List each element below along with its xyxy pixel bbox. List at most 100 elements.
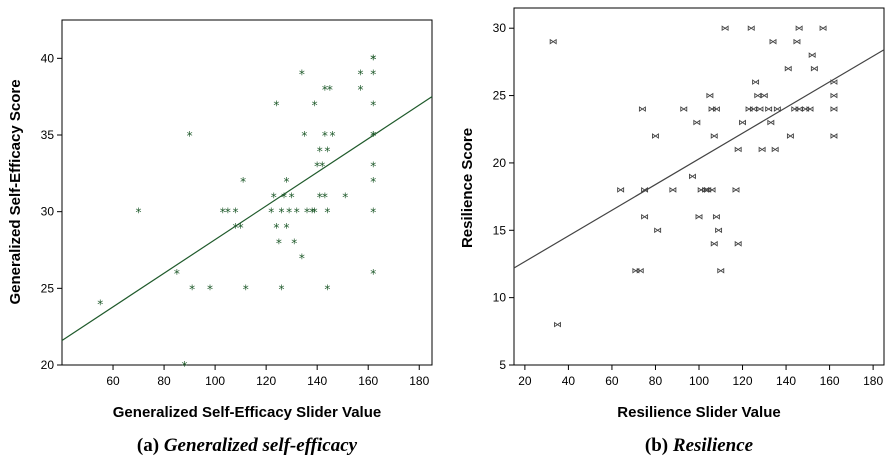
x-tick-label: 140 — [776, 374, 796, 388]
scatter-point — [734, 146, 742, 153]
scatter-point: * — [220, 206, 226, 220]
x-tick-label: 180 — [863, 374, 883, 388]
scatter-point: * — [268, 206, 274, 220]
scatter-point: * — [370, 68, 376, 82]
x-tick-label: 120 — [256, 374, 276, 388]
scatter-point — [765, 106, 773, 112]
scatter-point — [693, 119, 701, 126]
scatter-point: * — [312, 206, 318, 220]
y-tick-label: 35 — [41, 128, 55, 142]
scatter-point — [760, 92, 768, 99]
x-tick-label: 60 — [106, 374, 120, 388]
scatter-point: * — [358, 83, 364, 97]
y-axis-title-a: Generalized Self-Efficacy Score — [7, 79, 24, 304]
scatter-point: * — [370, 129, 376, 143]
scatter-point: * — [322, 83, 328, 97]
scatter-point — [669, 187, 677, 193]
scatter-point: * — [322, 129, 328, 143]
x-tick-label: 140 — [307, 374, 327, 388]
scatter-point: * — [97, 298, 103, 312]
x-tick-label: 100 — [205, 374, 225, 388]
scatter-point: * — [317, 190, 323, 204]
scatter-point — [732, 187, 740, 193]
x-tick-label: 60 — [605, 374, 619, 388]
x-tick-label: 80 — [157, 374, 171, 388]
scatter-point — [830, 133, 838, 139]
scatter-point: * — [317, 144, 323, 158]
regression-line-b — [513, 49, 885, 269]
scatter-point — [706, 92, 714, 99]
y-tick-label: 25 — [493, 89, 507, 103]
caption-b-text: Resilience — [672, 435, 754, 456]
x-tick-label: 160 — [820, 374, 840, 388]
scatter-point — [654, 227, 662, 234]
scatter-point: * — [322, 190, 328, 204]
scatter-point — [712, 106, 720, 112]
y-tick-label: 20 — [41, 358, 55, 372]
scatter-point: * — [324, 282, 330, 296]
scatter-point: * — [238, 221, 244, 235]
scatter-point — [806, 106, 814, 112]
scatter-point: * — [370, 175, 376, 189]
scatter-point — [695, 213, 703, 220]
x-tick-label: 180 — [409, 374, 429, 388]
scatter-point: * — [286, 206, 292, 220]
scatter-point: * — [324, 144, 330, 158]
scatter-point: * — [273, 98, 279, 112]
scatter-point: * — [174, 267, 180, 281]
scatter-point: * — [304, 206, 310, 220]
scatter-point — [721, 25, 729, 32]
x-tick-label: 20 — [518, 374, 532, 388]
caption-a: (a) Generalized self-efficacy — [137, 435, 358, 456]
scatter-point — [773, 106, 781, 112]
x-tick-label: 100 — [689, 374, 709, 388]
scatter-point — [636, 267, 644, 274]
scatter-point: * — [299, 68, 305, 82]
scatter-point — [752, 79, 760, 85]
scatter-point: * — [233, 206, 239, 220]
scatter-point: * — [136, 206, 142, 220]
scatter-point: * — [273, 221, 279, 235]
caption-a-text: Generalized self-efficacy — [164, 435, 358, 456]
caption-b: (b) Resilience — [645, 435, 754, 456]
scatter-point: * — [312, 98, 318, 112]
scatter-point: * — [314, 160, 320, 174]
y-tick-label: 30 — [41, 205, 55, 219]
scatter-point: * — [319, 160, 325, 174]
scatter-point — [767, 119, 775, 126]
scatter-point: * — [276, 236, 282, 250]
caption-b-prefix: (b) — [645, 435, 673, 456]
scatter-point — [795, 25, 803, 32]
scatter-point — [712, 213, 720, 220]
scatter-point — [641, 187, 649, 193]
x-tick-label: 40 — [562, 374, 576, 388]
scatter-point: * — [207, 282, 213, 296]
scatter-point — [810, 65, 818, 72]
scatter-point: * — [358, 68, 364, 82]
scatter-point — [739, 119, 746, 126]
y-tick-label: 5 — [499, 358, 506, 372]
y-tick-label: 25 — [41, 281, 55, 295]
scatter-point: * — [370, 206, 376, 220]
scatter-point: * — [294, 206, 300, 220]
scatter-point: * — [370, 160, 376, 174]
scatter-point — [652, 133, 659, 139]
y-tick-label: 10 — [493, 291, 507, 305]
scatter-point — [758, 146, 766, 153]
scatter-point: * — [342, 190, 348, 204]
scatter-point — [641, 213, 649, 220]
scatter-point: * — [271, 190, 277, 204]
y-tick-label: 40 — [41, 51, 55, 65]
scatter-point: * — [189, 282, 195, 296]
scatter-point — [795, 106, 803, 112]
scatter-point: * — [278, 206, 284, 220]
scatter-point — [549, 38, 557, 45]
scatter-point: * — [181, 359, 187, 373]
x-tick-label: 80 — [649, 374, 663, 388]
scatter-point: * — [281, 190, 287, 204]
scatter-point: * — [327, 83, 333, 97]
x-axis-title-b: Resilience Slider Value — [617, 404, 780, 421]
scatter-point: * — [370, 52, 376, 66]
scatter-point: * — [370, 52, 376, 66]
